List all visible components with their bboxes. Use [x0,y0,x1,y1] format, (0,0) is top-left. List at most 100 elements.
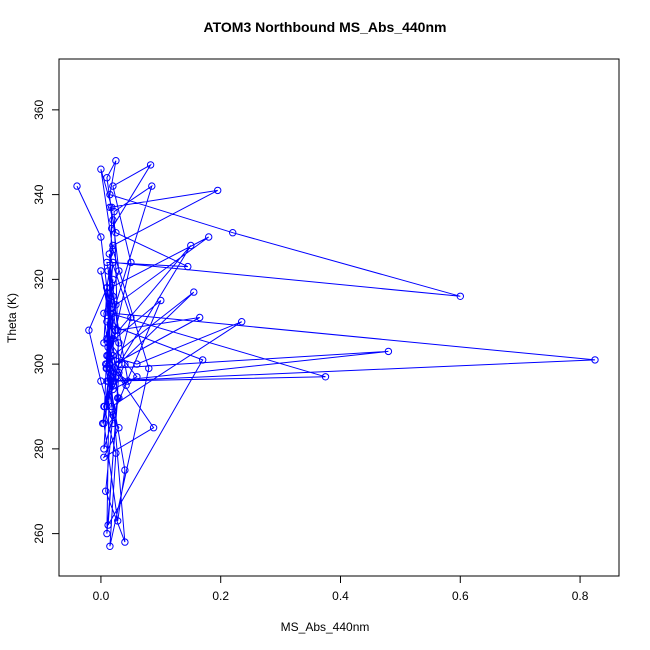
data-point [103,258,111,267]
data-point [146,161,155,169]
data-point [106,364,114,373]
series-line [76,160,596,547]
y-tick-label: 340 [32,184,46,204]
data-point [105,250,114,258]
data-point [109,182,117,190]
data-point [184,262,192,271]
data-point [456,292,464,300]
y-tick-label: 260 [32,523,46,543]
data-point [384,347,393,356]
data-point [214,186,222,195]
data-point [190,288,198,296]
data-point [110,377,118,385]
data-point [127,313,135,322]
series-lines [76,160,596,547]
y-tick-label: 300 [32,354,46,374]
data-point [106,190,114,199]
data-point [114,326,122,334]
data-point [238,318,246,326]
data-point [112,157,120,165]
data-point [122,381,130,389]
data-point [591,356,599,364]
data-point [133,373,141,381]
data-point [103,318,111,326]
data-point [121,360,129,368]
data-point [106,305,114,313]
data-point [104,521,112,529]
data-point [97,165,105,173]
data-point [109,216,117,224]
y-tick-label: 320 [32,269,46,289]
data-point [100,453,108,461]
data-point [104,267,112,275]
data-point [108,224,116,233]
data-point [121,466,129,474]
data-point [106,339,114,347]
y-axis: 260 280 300 320 340 360 [32,100,60,544]
data-point [103,351,111,360]
data-point [114,394,122,402]
data-point [112,229,120,237]
data-point [100,402,108,411]
data-point [196,313,204,322]
x-tick-label: 0.6 [452,589,469,603]
data-point [109,419,117,428]
data-point [103,529,111,538]
data-point [112,301,120,309]
series-points [73,157,599,550]
data-point [199,356,207,364]
data-point [109,385,117,394]
data-point [115,339,123,347]
data-point [109,322,117,330]
data-point [106,542,114,550]
data-point [108,402,116,411]
x-tick-label: 0.2 [212,589,229,603]
data-point [107,377,115,385]
data-point [115,267,123,275]
data-point [106,284,115,292]
data-point [103,284,111,292]
data-point [106,360,114,368]
data-point [104,343,112,351]
data-point [103,402,111,411]
data-point [121,538,129,546]
data-point [115,368,123,377]
data-point [109,246,117,254]
data-point [85,326,93,334]
data-point [102,487,110,495]
data-point [115,424,123,432]
data-point [102,360,110,368]
x-axis: 0.0 0.2 0.4 0.6 0.8 [93,575,589,603]
x-tick-label: 0.4 [332,589,349,603]
data-point [110,207,118,216]
data-point [112,449,120,457]
data-point [124,377,132,385]
data-point [229,229,237,237]
data-point [108,203,116,212]
data-point [100,445,108,453]
x-axis-label: MS_Abs_440nm [280,620,370,634]
data-point [109,275,117,284]
data-point [133,360,141,368]
data-point [102,364,111,373]
data-point [103,174,111,182]
data-point [187,241,195,250]
y-tick-label: 280 [32,439,46,459]
data-point [109,241,117,250]
data-point [73,182,81,190]
x-tick-label: 0.0 [93,589,110,603]
data-point [205,233,213,241]
x-tick-label: 0.8 [572,589,589,603]
data-point [109,411,117,419]
data-point [97,267,105,275]
data-point [106,309,114,317]
chart-title: ATOM3 Northbound MS_Abs_440nm [203,19,447,35]
plot-frame [58,58,620,577]
data-point [109,373,117,381]
data-point [148,182,156,190]
data-point [114,517,122,525]
data-point [145,364,153,373]
data-point [157,296,165,305]
data-point [149,424,158,432]
